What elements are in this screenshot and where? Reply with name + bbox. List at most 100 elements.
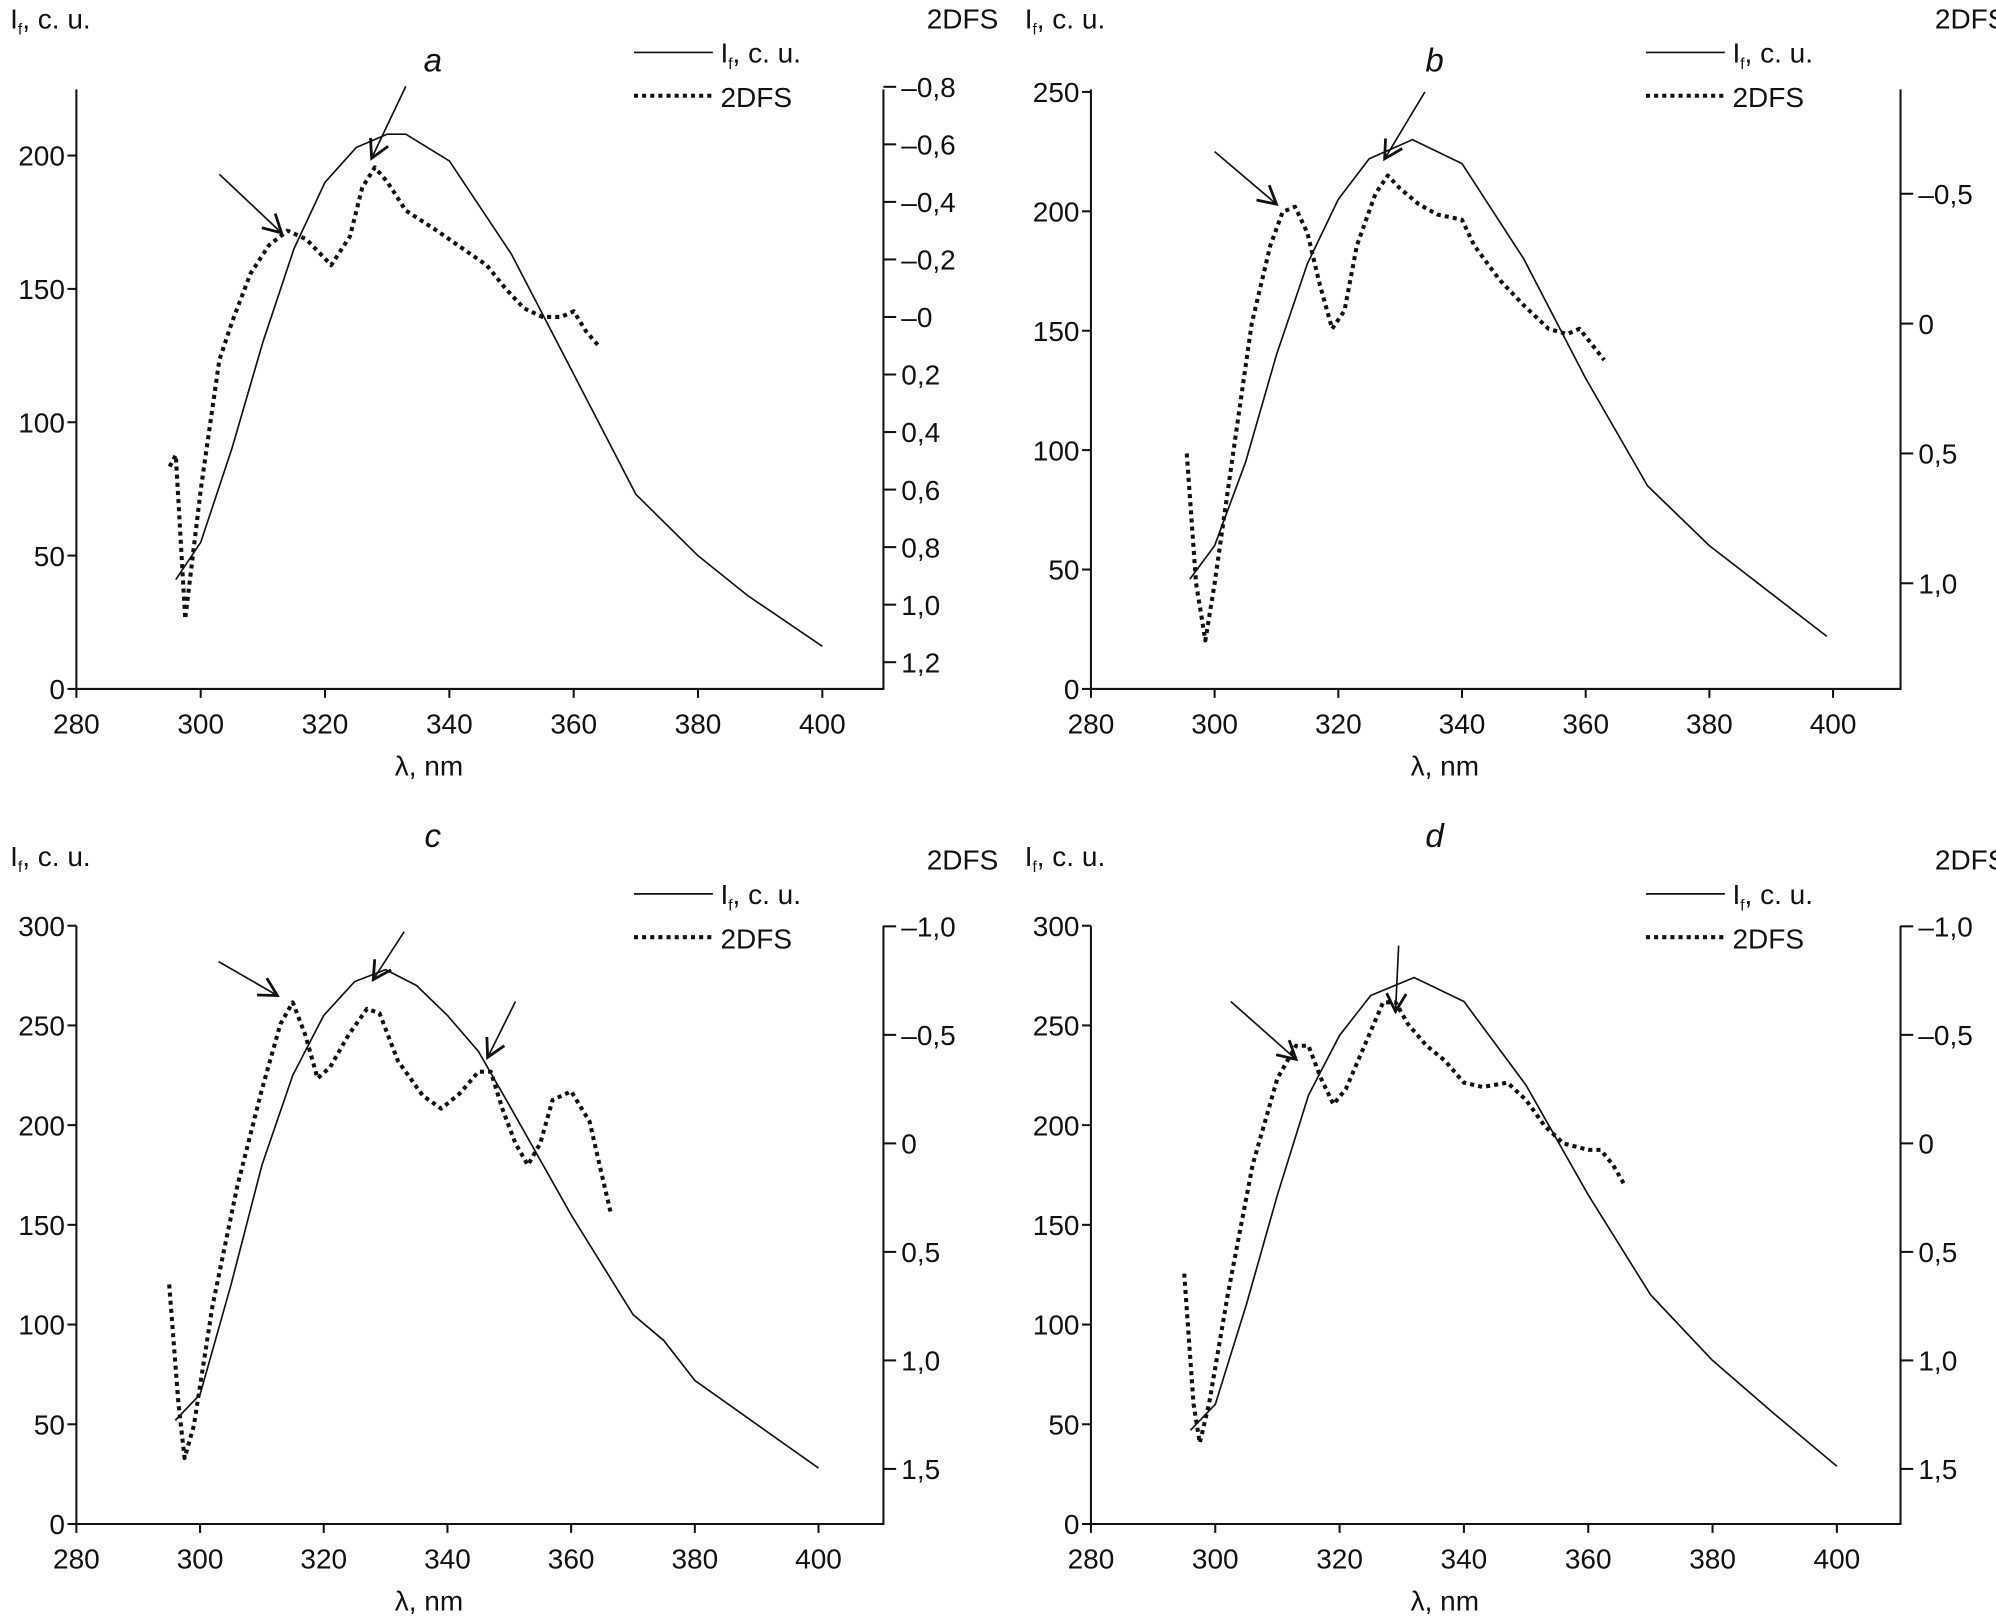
legend-if-main: I bbox=[1732, 38, 1740, 69]
x-tick-label: 300 bbox=[1192, 1544, 1239, 1575]
legend-2dfs-label: 2DFS bbox=[1732, 924, 1804, 955]
x-tick-label: 400 bbox=[799, 708, 846, 739]
y-tick-label: 0 bbox=[1064, 674, 1080, 705]
y-tick-label: 100 bbox=[18, 407, 65, 438]
axis-frame bbox=[75, 89, 885, 690]
arrow-annotation bbox=[485, 1001, 517, 1060]
y-tick-label: 300 bbox=[18, 911, 65, 942]
y-tick-label: 50 bbox=[1048, 1409, 1079, 1440]
legend-if-sub: f bbox=[728, 56, 733, 73]
y-tick-label: 200 bbox=[1033, 197, 1080, 228]
y-tick-label: 250 bbox=[18, 1011, 65, 1042]
arrow-annotation bbox=[1385, 945, 1408, 1015]
arrow-head bbox=[256, 977, 280, 997]
x-tick-label: 400 bbox=[1814, 1544, 1861, 1575]
y-tick-label: 50 bbox=[34, 1409, 65, 1440]
y-axis-title: If, c. u. bbox=[10, 841, 91, 876]
y2-tick-label: 0 bbox=[901, 1129, 917, 1160]
panel-b: If, c. u.2DFSb280300320340360380400λ, nm… bbox=[1025, 3, 1996, 781]
legend: If, c. u. 2DFS bbox=[633, 38, 801, 113]
x-tick-label: 320 bbox=[1316, 1544, 1363, 1575]
y2-tick-label: 0,4 bbox=[901, 417, 940, 448]
series-2dfs-line bbox=[1184, 173, 1606, 643]
legend-if-rest: , c. u. bbox=[733, 38, 801, 69]
y-title-main: I bbox=[10, 3, 18, 34]
panel-letter: a bbox=[424, 43, 442, 80]
panel-letter: d bbox=[1425, 818, 1445, 855]
y-tick-label: 150 bbox=[18, 274, 65, 305]
arrow-shaft bbox=[1383, 91, 1426, 160]
legend: If, c. u. 2DFS bbox=[633, 879, 801, 955]
y2-tick-label: 0,8 bbox=[901, 532, 940, 563]
y-axis-title: If, c. u. bbox=[10, 3, 91, 38]
arrow-annotation bbox=[1230, 1000, 1299, 1062]
x-tick-label: 340 bbox=[426, 708, 473, 739]
arrow-head bbox=[371, 959, 392, 983]
legend-2dfs-label: 2DFS bbox=[720, 82, 792, 113]
x-axis-title: λ, nm bbox=[1411, 750, 1479, 781]
y-tick-label: 100 bbox=[1033, 435, 1080, 466]
y-title-rest: , c. u. bbox=[1037, 3, 1105, 34]
y-axis-title: If, c. u. bbox=[1025, 3, 1105, 38]
x-tick-label: 340 bbox=[424, 1544, 471, 1575]
y2-tick-label: 0 bbox=[1918, 1129, 1934, 1160]
y-tick-label: 0 bbox=[49, 1509, 65, 1540]
arrow-head bbox=[369, 137, 389, 161]
x-tick-label: 280 bbox=[1068, 1544, 1115, 1575]
y2-tick-label: 0,5 bbox=[1918, 439, 1957, 470]
series-2dfs-line bbox=[167, 165, 601, 622]
y-tick-label: 50 bbox=[1048, 555, 1079, 586]
y-tick-label: 150 bbox=[1033, 1210, 1080, 1241]
axis-frame bbox=[1089, 89, 1902, 690]
y2-tick-label: –1,0 bbox=[901, 912, 955, 943]
x-tick-label: 380 bbox=[1689, 1544, 1736, 1575]
x-axis-title: λ, nm bbox=[395, 750, 463, 781]
x-tick-label: 340 bbox=[1441, 1544, 1488, 1575]
legend-if-sub: f bbox=[728, 897, 733, 914]
series-if-line bbox=[175, 133, 823, 647]
y2-tick-label: 1,5 bbox=[901, 1454, 940, 1485]
legend-if-label: If, c. u. bbox=[720, 879, 801, 914]
legend-if-rest: , c. u. bbox=[1745, 38, 1813, 69]
legend: If, c. u. 2DFS bbox=[1645, 38, 1813, 113]
y2-axis-title: 2DFS bbox=[927, 845, 999, 876]
series-2dfs-line bbox=[167, 1000, 614, 1461]
series-if-line bbox=[174, 968, 819, 1469]
arrow-head bbox=[1383, 138, 1403, 162]
x-tick-label: 280 bbox=[1068, 708, 1115, 739]
y-title-main: I bbox=[10, 841, 18, 872]
y2-tick-label: –0 bbox=[901, 302, 932, 333]
y-tick-label: 200 bbox=[18, 141, 65, 172]
legend-if-rest: , c. u. bbox=[733, 879, 801, 910]
y-title-rest: , c. u. bbox=[22, 841, 90, 872]
y-tick-label: 0 bbox=[49, 674, 65, 705]
x-tick-label: 300 bbox=[177, 708, 224, 739]
series-if-line bbox=[1189, 976, 1838, 1467]
arrow-head bbox=[1385, 992, 1408, 1015]
x-tick-label: 300 bbox=[1191, 708, 1238, 739]
legend-if-rest: , c. u. bbox=[1745, 879, 1813, 910]
y2-tick-label: 0,2 bbox=[901, 360, 940, 391]
x-tick-label: 300 bbox=[177, 1544, 224, 1575]
y-tick-label: 250 bbox=[1033, 77, 1080, 108]
legend-2dfs-label: 2DFS bbox=[720, 924, 792, 955]
arrow-shaft bbox=[1214, 150, 1277, 205]
y-title-rest: , c. u. bbox=[1037, 841, 1105, 872]
arrow-shaft bbox=[370, 85, 407, 159]
x-tick-label: 280 bbox=[53, 708, 100, 739]
y-tick-label: 200 bbox=[1033, 1110, 1080, 1141]
legend-if-label: If, c. u. bbox=[1732, 879, 1813, 914]
x-axis-title: λ, nm bbox=[395, 1586, 463, 1617]
series-if-line bbox=[1189, 138, 1828, 638]
legend-2dfs-label: 2DFS bbox=[1732, 82, 1804, 113]
x-tick-label: 280 bbox=[53, 1544, 100, 1575]
arrow-shaft bbox=[486, 1001, 517, 1058]
panel-d: If, c. u.2DFSd280300320340360380400λ, nm… bbox=[1025, 818, 1996, 1617]
arrow-head bbox=[1275, 1039, 1299, 1062]
y-tick-label: 250 bbox=[1033, 1011, 1080, 1042]
panel-letter: c bbox=[425, 818, 442, 855]
x-tick-label: 400 bbox=[795, 1544, 842, 1575]
x-tick-label: 380 bbox=[1686, 708, 1733, 739]
arrow-annotation bbox=[371, 931, 405, 983]
y2-tick-label: 0 bbox=[1918, 309, 1934, 340]
